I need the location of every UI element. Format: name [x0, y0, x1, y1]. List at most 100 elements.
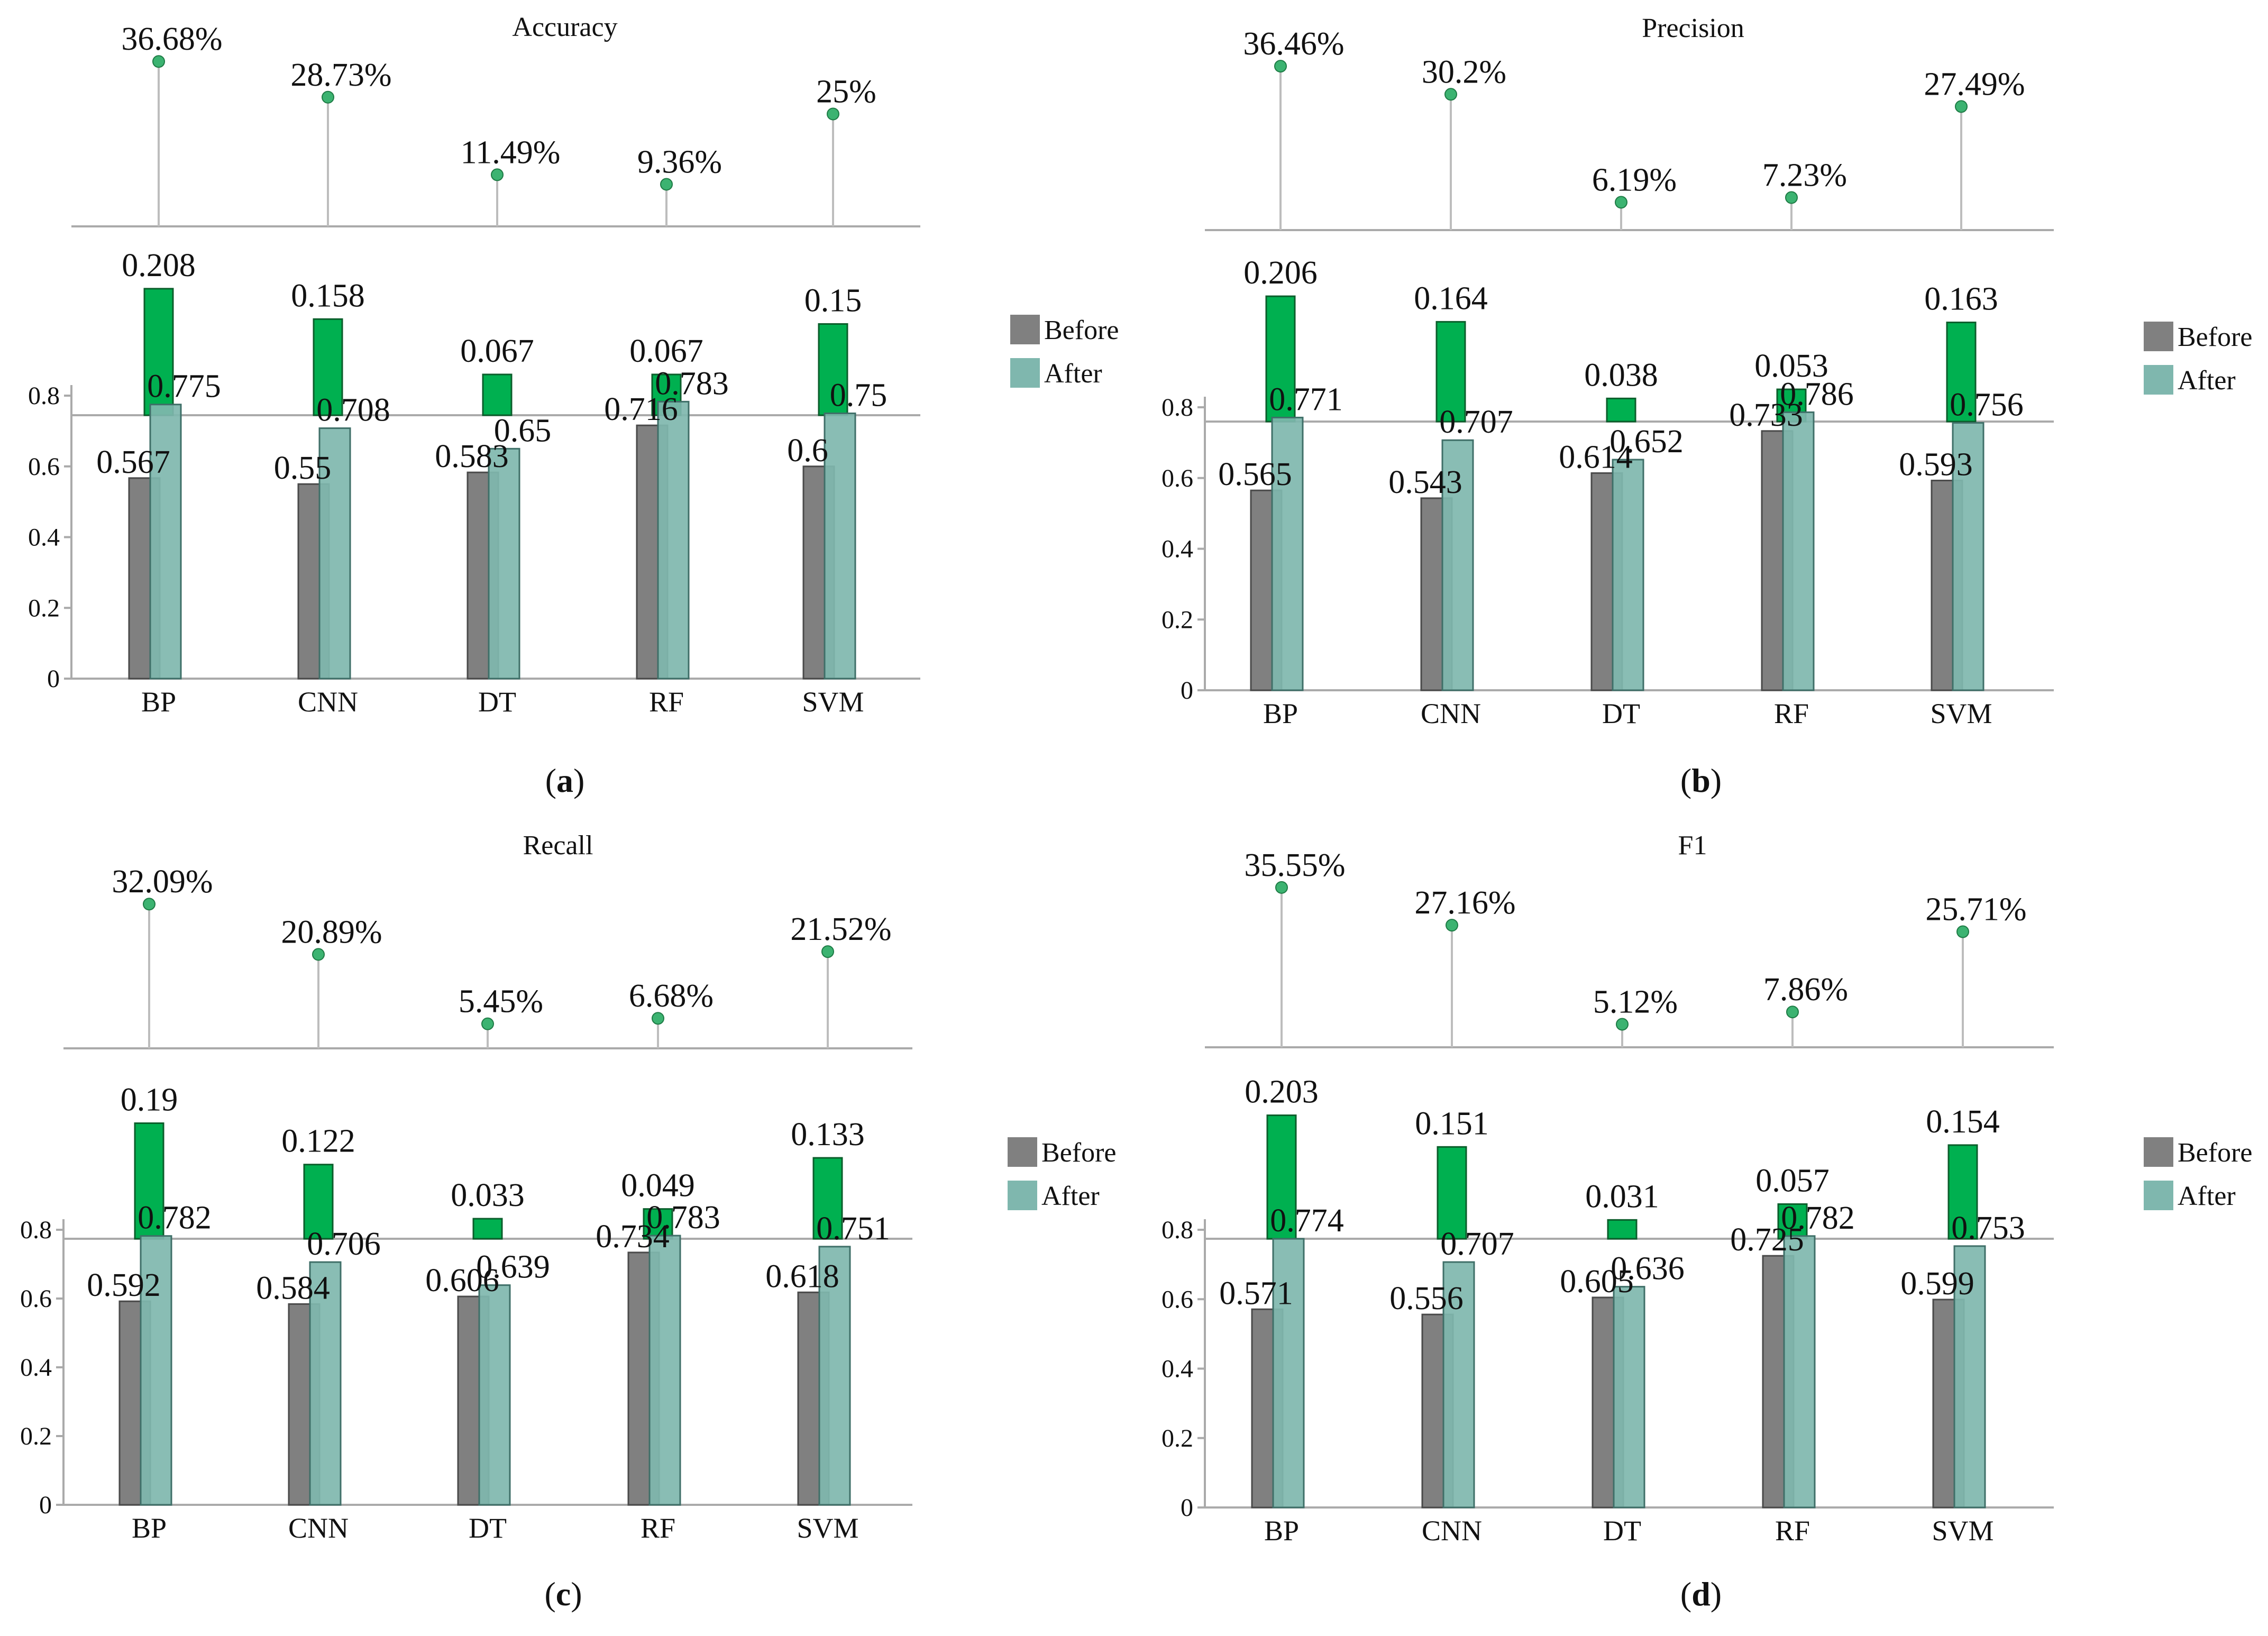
y-tick-label: 0.2 [20, 1422, 52, 1450]
x-tick-label: RF [1774, 698, 1809, 729]
diff-bar [313, 318, 343, 416]
after-value-label: 0.774 [1270, 1203, 1344, 1239]
y-tick-label: 0.4 [20, 1354, 52, 1382]
before-value-label: 0.599 [1900, 1266, 1974, 1302]
y-tick-label: 0.4 [28, 524, 60, 552]
y-tick-label: 0 [39, 1491, 52, 1519]
diff-bar [1947, 1144, 1978, 1240]
before-value-label: 0.605 [1560, 1264, 1634, 1300]
after-value-label: 0.783 [646, 1200, 720, 1236]
percent-label: 20.89% [281, 914, 382, 950]
after-value-label: 0.771 [1269, 381, 1343, 417]
before-value-label: 0.593 [1899, 446, 1973, 482]
percent-label: 5.12% [1593, 984, 1678, 1020]
bar-after [1953, 1245, 1986, 1509]
y-tick-label: 0.6 [1162, 1285, 1193, 1313]
y-tick-label: 0.6 [28, 453, 60, 481]
bar-after [1441, 439, 1474, 691]
lollipop-dot [1785, 191, 1798, 204]
bar-after [318, 427, 351, 680]
after-value-label: 0.786 [1780, 376, 1854, 412]
chart-title: Recall [523, 830, 593, 861]
percent-label: 27.49% [1924, 66, 2025, 102]
bar-after [1952, 422, 1984, 691]
after-value-label: 0.706 [307, 1226, 381, 1262]
lollipop-dot [1274, 60, 1287, 73]
bar-after [140, 1235, 172, 1506]
percent-label: 6.68% [629, 978, 714, 1014]
legend-swatch-before [2144, 322, 2173, 351]
legend-label-after: After [1044, 359, 1102, 389]
diff-label: 0.053 [1754, 348, 1828, 384]
percent-label: 7.86% [1763, 972, 1848, 1008]
diff-label: 0.038 [1584, 357, 1658, 393]
after-value-label: 0.639 [476, 1249, 550, 1285]
diff-bar [482, 373, 513, 416]
after-value-label: 0.775 [147, 369, 221, 405]
diff-label: 0.15 [804, 283, 862, 319]
diff-label: 0.122 [281, 1123, 355, 1159]
y-tick-label: 0.6 [20, 1285, 52, 1313]
panel-letter: b [1691, 762, 1711, 799]
before-value-label: 0.733 [1729, 397, 1803, 433]
legend-swatch-before [2144, 1137, 2173, 1167]
diff-bar [1437, 1146, 1467, 1240]
x-tick-label: RF [1775, 1515, 1810, 1547]
y-tick-label: 0.6 [1162, 464, 1193, 492]
x-tick-label: CNN [288, 1512, 349, 1544]
chart-title: Precision [1642, 13, 1744, 43]
diff-label: 0.158 [291, 278, 365, 314]
lollipop-dot [152, 55, 165, 68]
x-tick-label: CNN [1422, 1515, 1482, 1547]
diff-label: 0.067 [460, 333, 534, 369]
bar-after [1271, 416, 1304, 691]
legend-swatch-before [1008, 1137, 1037, 1167]
legend-label-after: After [2178, 365, 2236, 396]
x-tick-label: BP [1264, 1515, 1299, 1547]
chart-title: Accuracy [512, 12, 617, 42]
x-tick-label: RF [641, 1512, 675, 1544]
before-value-label: 0.6 [787, 433, 828, 469]
before-value-label: 0.565 [1218, 456, 1292, 492]
before-value-label: 0.716 [604, 391, 678, 427]
lollipop-dot [322, 90, 334, 104]
x-tick-label: DT [478, 686, 516, 718]
diff-label: 0.203 [1245, 1074, 1319, 1110]
diff-label: 0.206 [1243, 255, 1318, 291]
before-value-label: 0.556 [1389, 1281, 1464, 1317]
lollipop-dot [1615, 196, 1627, 209]
x-tick-label: BP [141, 686, 176, 718]
lollipop-dot [1444, 88, 1457, 101]
after-value-label: 0.708 [316, 392, 390, 428]
diff-label: 0.133 [791, 1117, 865, 1153]
bar-after [1442, 1261, 1475, 1509]
bar-after [1272, 1238, 1305, 1509]
lollipop-dot [143, 898, 156, 911]
legend-swatch-after [2144, 1181, 2173, 1210]
lollipop-dot [821, 945, 834, 958]
x-tick-label: SVM [1932, 1515, 1993, 1547]
diff-label: 0.164 [1414, 280, 1488, 316]
diff-bar [1435, 321, 1466, 423]
before-value-label: 0.583 [435, 438, 509, 474]
bar-after [1782, 411, 1815, 691]
diff-label: 0.151 [1415, 1105, 1489, 1141]
percent-label: 32.09% [112, 864, 213, 900]
percent-label: 6.19% [1592, 162, 1677, 198]
diff-label: 0.031 [1585, 1178, 1659, 1214]
percent-label: 5.45% [459, 984, 543, 1020]
bar-after [818, 1246, 851, 1506]
x-tick-label: DT [1603, 1515, 1641, 1547]
y-tick-label: 0.2 [1162, 1424, 1193, 1452]
before-value-label: 0.543 [1388, 464, 1462, 500]
bar-after [309, 1261, 342, 1506]
after-value-label: 0.782 [138, 1200, 212, 1236]
y-tick-label: 0.4 [1162, 535, 1193, 563]
bar-after [149, 404, 182, 680]
bar-after [648, 1235, 681, 1506]
legend-swatch-after [1010, 358, 1040, 388]
x-tick-label: RF [649, 686, 684, 718]
after-value-label: 0.707 [1439, 404, 1513, 440]
y-tick-label: 0.8 [1162, 1216, 1193, 1244]
